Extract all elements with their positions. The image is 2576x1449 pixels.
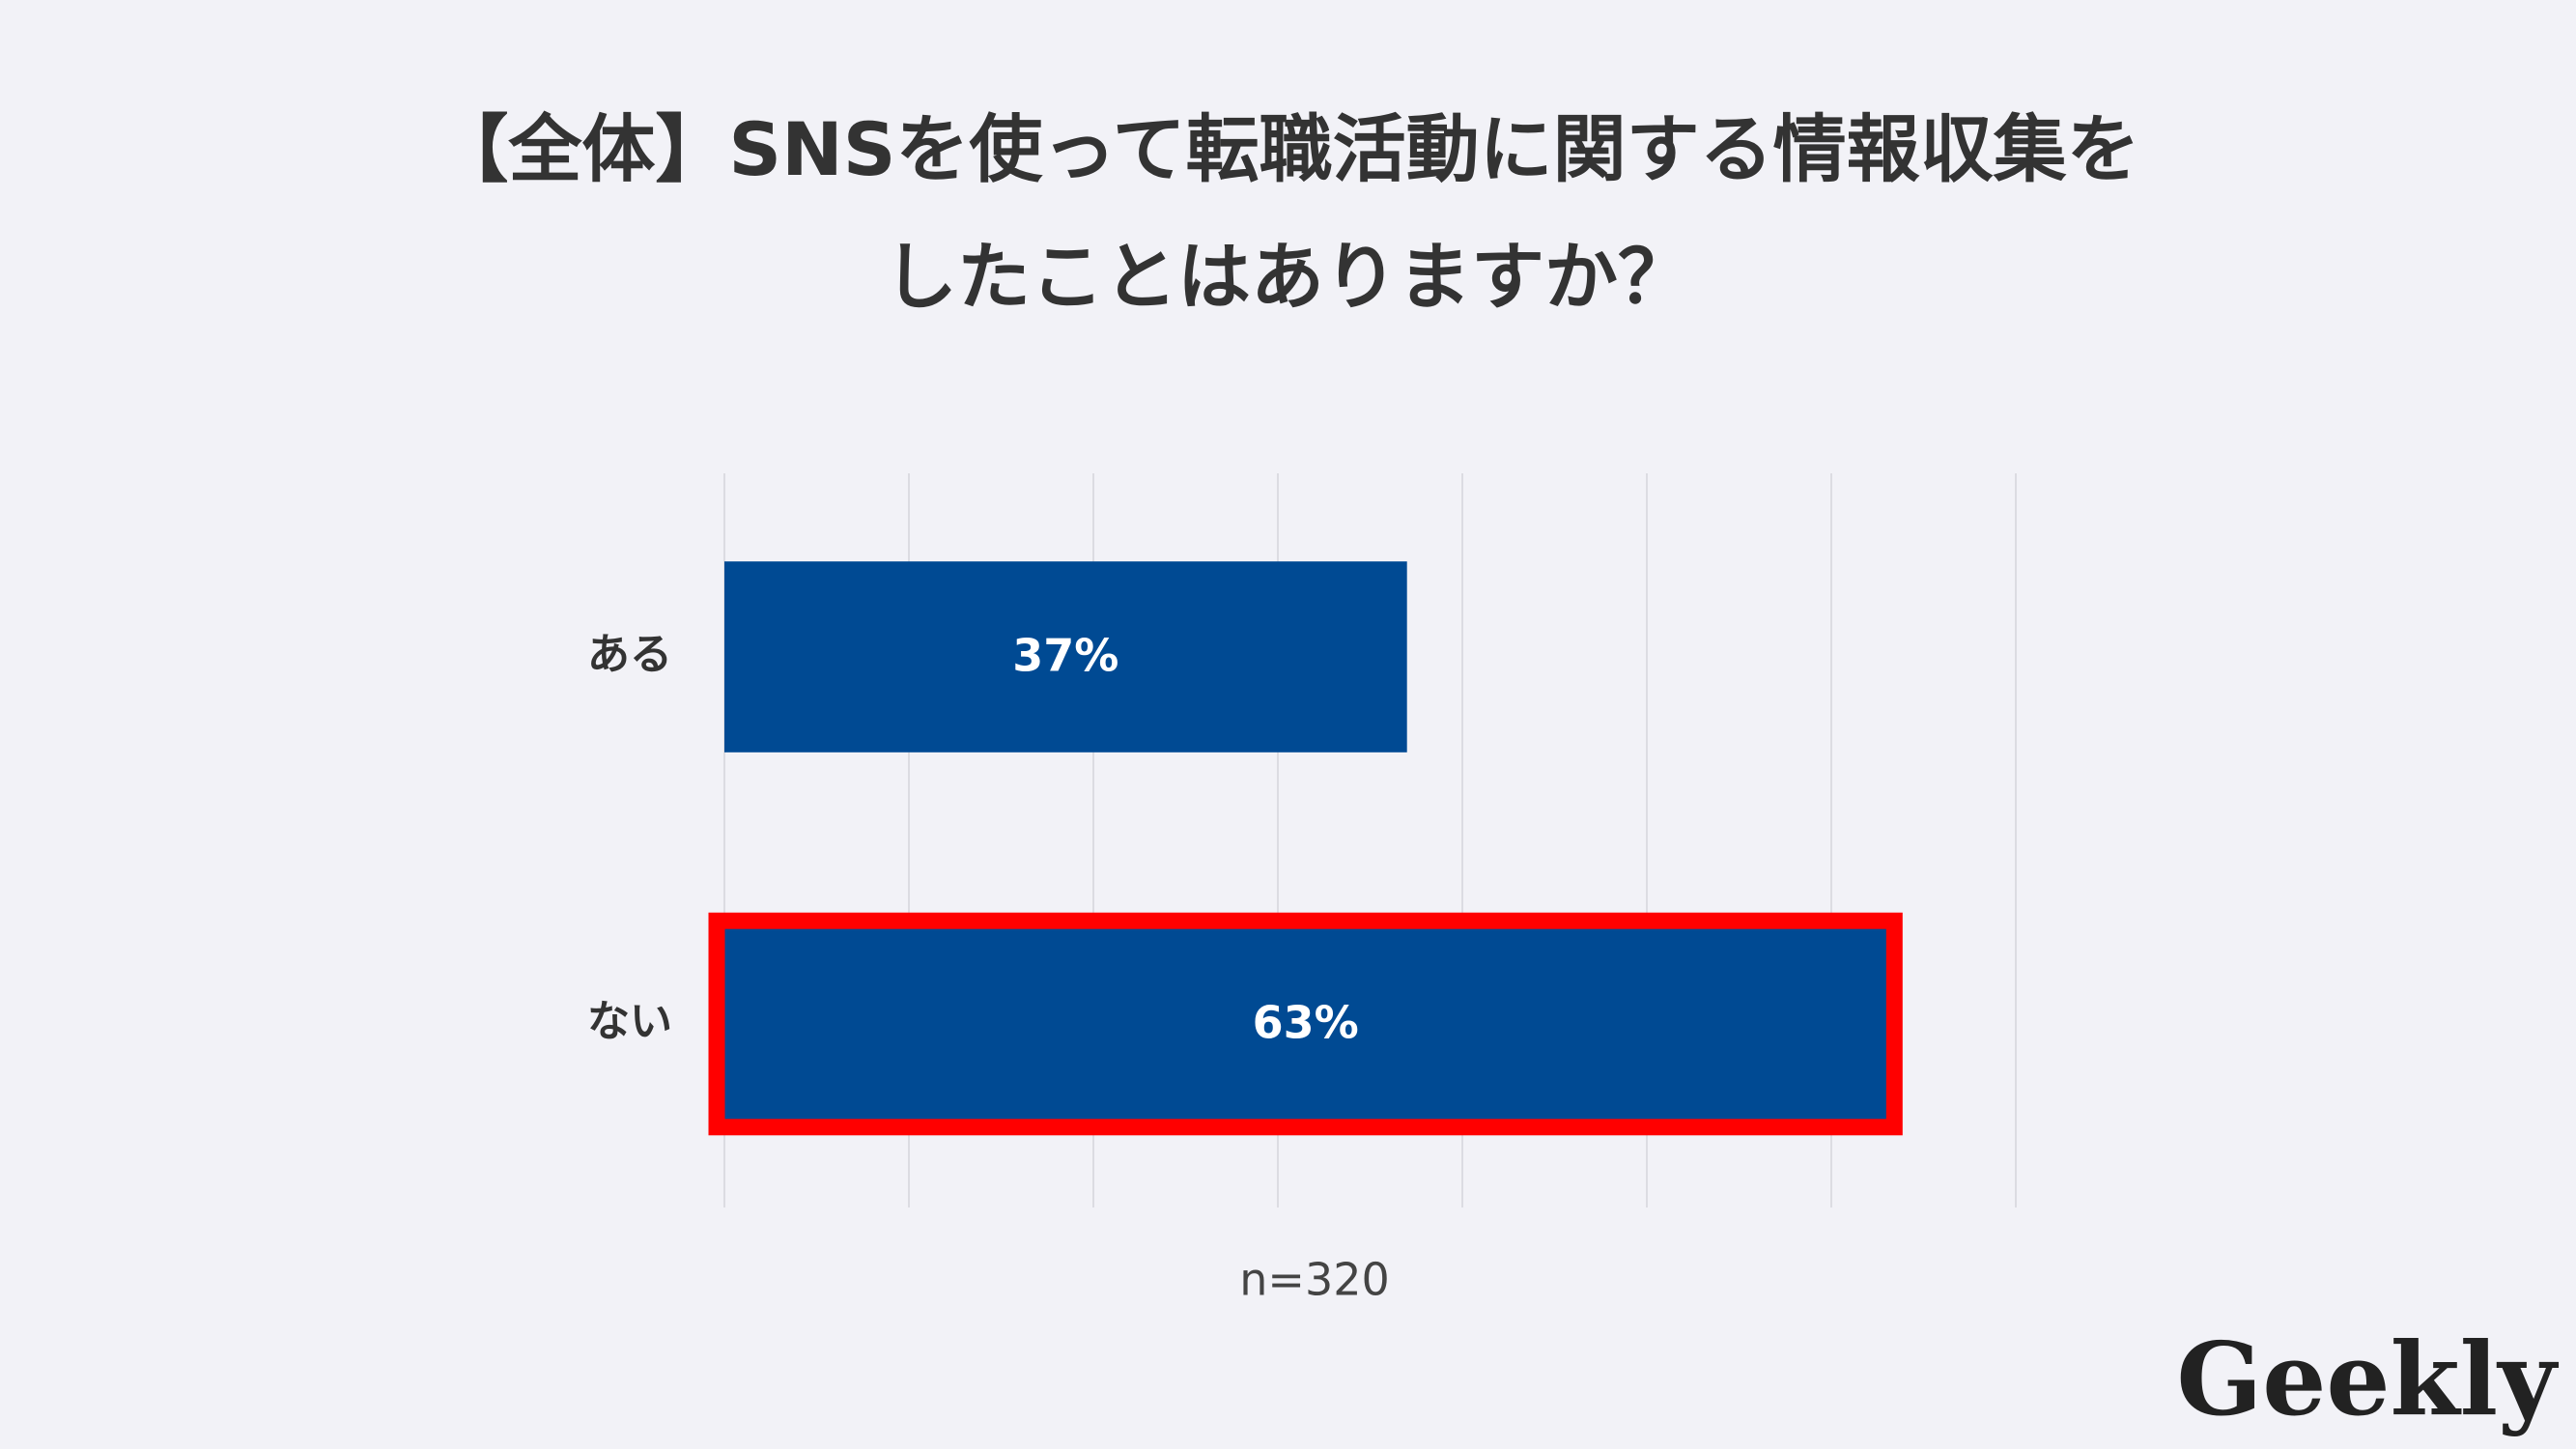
chart-title: したことはありますか？	[884, 234, 1691, 320]
value-label: 63%	[1253, 997, 1359, 1049]
highlight-box	[708, 912, 1903, 1136]
bar	[724, 561, 1407, 753]
y-tick-label: ない	[587, 997, 672, 1046]
chart-title: 【全体】SNSを使って転職活動に関する情報収集を	[435, 106, 2139, 192]
y-tick-label: ある	[587, 630, 672, 679]
logo: Geekly	[2176, 1320, 2559, 1438]
value-label: 37%	[1012, 630, 1118, 682]
note: n=320	[1239, 1254, 1390, 1306]
bar	[724, 928, 1887, 1120]
